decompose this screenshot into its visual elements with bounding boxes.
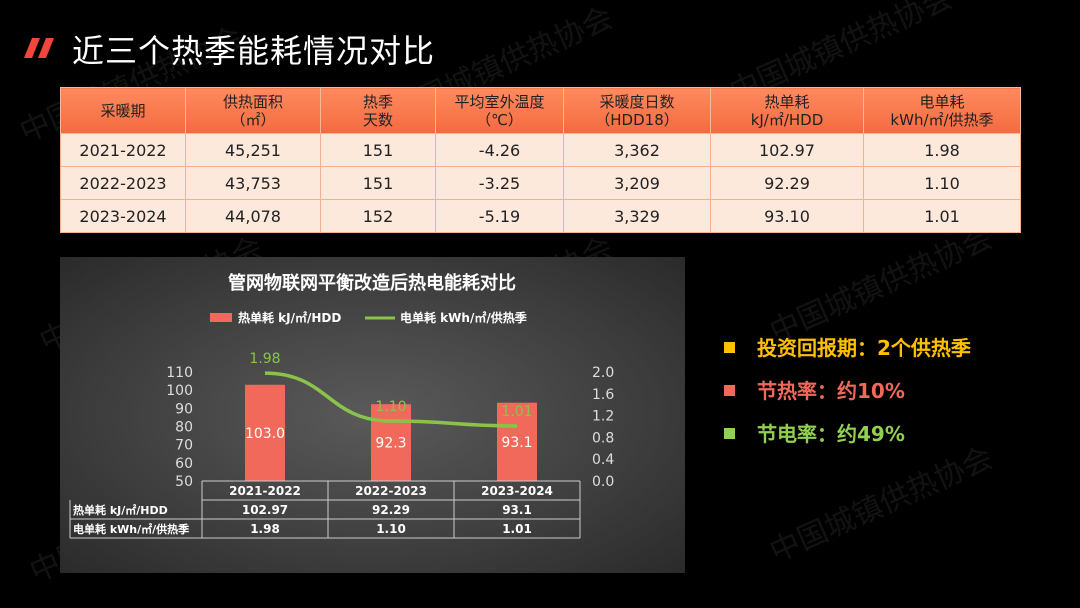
bullet-text: 节热率：约10% — [757, 379, 905, 403]
summary-list: 投资回报期：2个供热季 节热率：约10% 节电率：约49% — [724, 332, 971, 461]
y-right-tick-label: 0.4 — [592, 452, 614, 468]
bar-heat-consumption — [245, 384, 285, 481]
data-table-row-label: 热单耗 kJ/㎡/HDD — [73, 503, 168, 517]
bar-data-label: 103.0 — [245, 426, 285, 442]
page-title: 近三个热季能耗情况对比 — [72, 32, 436, 70]
header-degree-days: 采暖度日数 （HDD18） — [563, 87, 711, 134]
bullet-square-icon — [724, 342, 735, 353]
y-right-tick-label: 2.0 — [592, 365, 614, 381]
table-cell: 2023-2024 — [60, 199, 186, 233]
chart-title: 管网物联网平衡改造后热电能耗对比 — [228, 272, 516, 294]
x-category-label: 2021-2022 — [229, 484, 301, 498]
bullet-square-icon — [724, 385, 735, 396]
y-left-tick-label: 90 — [175, 401, 193, 417]
y-right-tick-label: 1.6 — [592, 387, 614, 403]
line-data-label: 1.10 — [375, 399, 406, 415]
table-cell: 1.10 — [863, 166, 1021, 200]
table-cell: 93.10 — [710, 199, 864, 233]
data-table-value: 92.29 — [372, 503, 410, 517]
header-power-consumption: 电单耗 kWh/㎡/供热季 — [863, 87, 1021, 134]
table-cell: 92.29 — [710, 166, 864, 200]
table-cell: 2021-2022 — [60, 133, 186, 167]
data-table-value: 93.1 — [502, 503, 532, 517]
x-category-label: 2022-2023 — [355, 484, 427, 498]
table-cell: 1.01 — [863, 199, 1021, 233]
y-right-tick-label: 1.2 — [592, 409, 614, 425]
bar-data-label: 92.3 — [375, 436, 406, 452]
header-heating-period: 采暖期 — [60, 87, 186, 134]
table-cell: 151 — [320, 133, 436, 167]
y-left-tick-label: 100 — [166, 383, 193, 399]
y-right-tick-label: 0.0 — [592, 474, 614, 490]
power-saving-rate-item: 节电率：约49% — [724, 418, 971, 461]
table-cell: 2022-2023 — [60, 166, 186, 200]
table-cell: 3,362 — [563, 133, 711, 167]
table-cell: 45,251 — [185, 133, 321, 167]
table-cell: 3,329 — [563, 199, 711, 233]
table-header-row: 采暖期 供热面积 （㎡） 热季 天数 平均室外温度 （℃） 采暖度日数 （HDD18） … — [60, 87, 1021, 134]
energy-comparison-table: 采暖期 供热面积 （㎡） 热季 天数 平均室外温度 （℃） 采暖度日数 （HDD18） … — [60, 87, 1021, 233]
bullet-square-icon — [724, 428, 735, 439]
y-left-tick-label: 50 — [175, 474, 193, 490]
title-decoration-icon — [24, 38, 54, 58]
line-data-label: 1.98 — [249, 351, 280, 367]
watermark-text: 中国城镇供热协会 — [764, 220, 999, 350]
table-cell: 3,209 — [563, 166, 711, 200]
header-heat-consumption: 热单耗 kJ/㎡/HDD — [710, 87, 864, 134]
y-left-tick-label: 70 — [175, 438, 193, 454]
table-cell: -5.19 — [435, 199, 564, 233]
bar-heat-consumption — [497, 402, 537, 481]
header-season-days: 热季 天数 — [320, 87, 436, 134]
header-avg-outdoor-temp: 平均室外温度 （℃） — [435, 87, 564, 134]
bar-data-label: 93.1 — [501, 435, 532, 451]
y-right-tick-label: 0.8 — [592, 430, 614, 446]
table-cell: 1.98 — [863, 133, 1021, 167]
table-cell: 102.97 — [710, 133, 864, 167]
heat-saving-rate-item: 节热率：约10% — [724, 375, 971, 418]
data-table-row-label: 电单耗 kWh/㎡/供热季 — [73, 522, 190, 536]
y-left-tick-label: 110 — [166, 365, 193, 381]
bar-heat-consumption — [371, 404, 411, 481]
header-heating-area: 供热面积 （㎡） — [185, 87, 321, 134]
line-data-label: 1.01 — [501, 404, 532, 420]
line-power-consumption — [264, 371, 518, 428]
x-category-label: 2023-2024 — [481, 484, 553, 498]
data-table-value: 1.10 — [376, 522, 406, 536]
legend-label: 热单耗 kJ/㎡/HDD — [238, 310, 341, 325]
y-left-tick-label: 80 — [175, 420, 193, 436]
payback-period-item: 投资回报期：2个供热季 — [724, 332, 971, 375]
data-table-value: 1.98 — [250, 522, 280, 536]
table-cell: 44,078 — [185, 199, 321, 233]
table-cell: 152 — [320, 199, 436, 233]
legend-label: 电单耗 kWh/㎡/供热季 — [400, 310, 528, 325]
table-cell: 43,753 — [185, 166, 321, 200]
table-cell: -4.26 — [435, 133, 564, 167]
table-cell: 151 — [320, 166, 436, 200]
bullet-text: 节电率：约49% — [757, 422, 905, 446]
bullet-text: 投资回报期：2个供热季 — [757, 336, 971, 360]
legend-swatch-bar — [210, 313, 232, 322]
table-cell: -3.25 — [435, 166, 564, 200]
y-left-tick-label: 60 — [175, 456, 193, 472]
data-table-value: 102.97 — [242, 503, 288, 517]
energy-chart-panel: 管网物联网平衡改造后热电能耗对比热单耗 kJ/㎡/HDD 电单耗 kWh/㎡/供热… — [60, 257, 685, 573]
table-row: 2021-2022 45,251 151 -4.26 3,362 102.97 … — [60, 133, 1021, 167]
data-table-value: 1.01 — [502, 522, 532, 536]
table-row: 2022-2023 43,753 151 -3.25 3,209 92.29 1… — [60, 166, 1021, 200]
table-row: 2023-2024 44,078 152 -5.19 3,329 93.10 1… — [60, 199, 1021, 233]
